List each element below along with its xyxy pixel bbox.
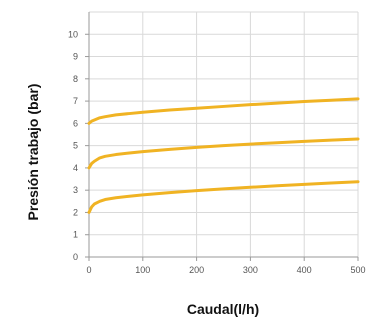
y-tick-label-4: 4	[73, 163, 78, 173]
series-lines	[87, 97, 360, 214]
x-tick-label-0: 0	[86, 265, 91, 275]
x-tick-label-200: 200	[189, 265, 204, 275]
y-tick-label-8: 8	[73, 74, 78, 84]
x-tick-label-100: 100	[135, 265, 150, 275]
y-tick-label-10: 10	[68, 29, 78, 39]
x-tick-label-500: 500	[350, 265, 365, 275]
y-tick-label-7: 7	[73, 96, 78, 106]
series-line-3	[87, 180, 360, 214]
grid	[89, 11, 359, 257]
x-tick-label-400: 400	[297, 265, 312, 275]
x-axis-title: Caudal(l/h)	[187, 301, 259, 317]
axes	[85, 12, 359, 261]
y-tick-label-1: 1	[73, 230, 78, 240]
x-tick-label-300: 300	[243, 265, 258, 275]
series-line-2	[87, 137, 360, 170]
y-tick-label-3: 3	[73, 185, 78, 195]
y-tick-label-2: 2	[73, 207, 78, 217]
y-axis-title: Presión trabajo (bar)	[25, 84, 41, 221]
y-tick-label-5: 5	[73, 141, 78, 151]
y-tick-label-9: 9	[73, 52, 78, 62]
series-line-1	[87, 97, 360, 125]
y-tick-label-0: 0	[73, 252, 78, 262]
y-tick-label-6: 6	[73, 118, 78, 128]
